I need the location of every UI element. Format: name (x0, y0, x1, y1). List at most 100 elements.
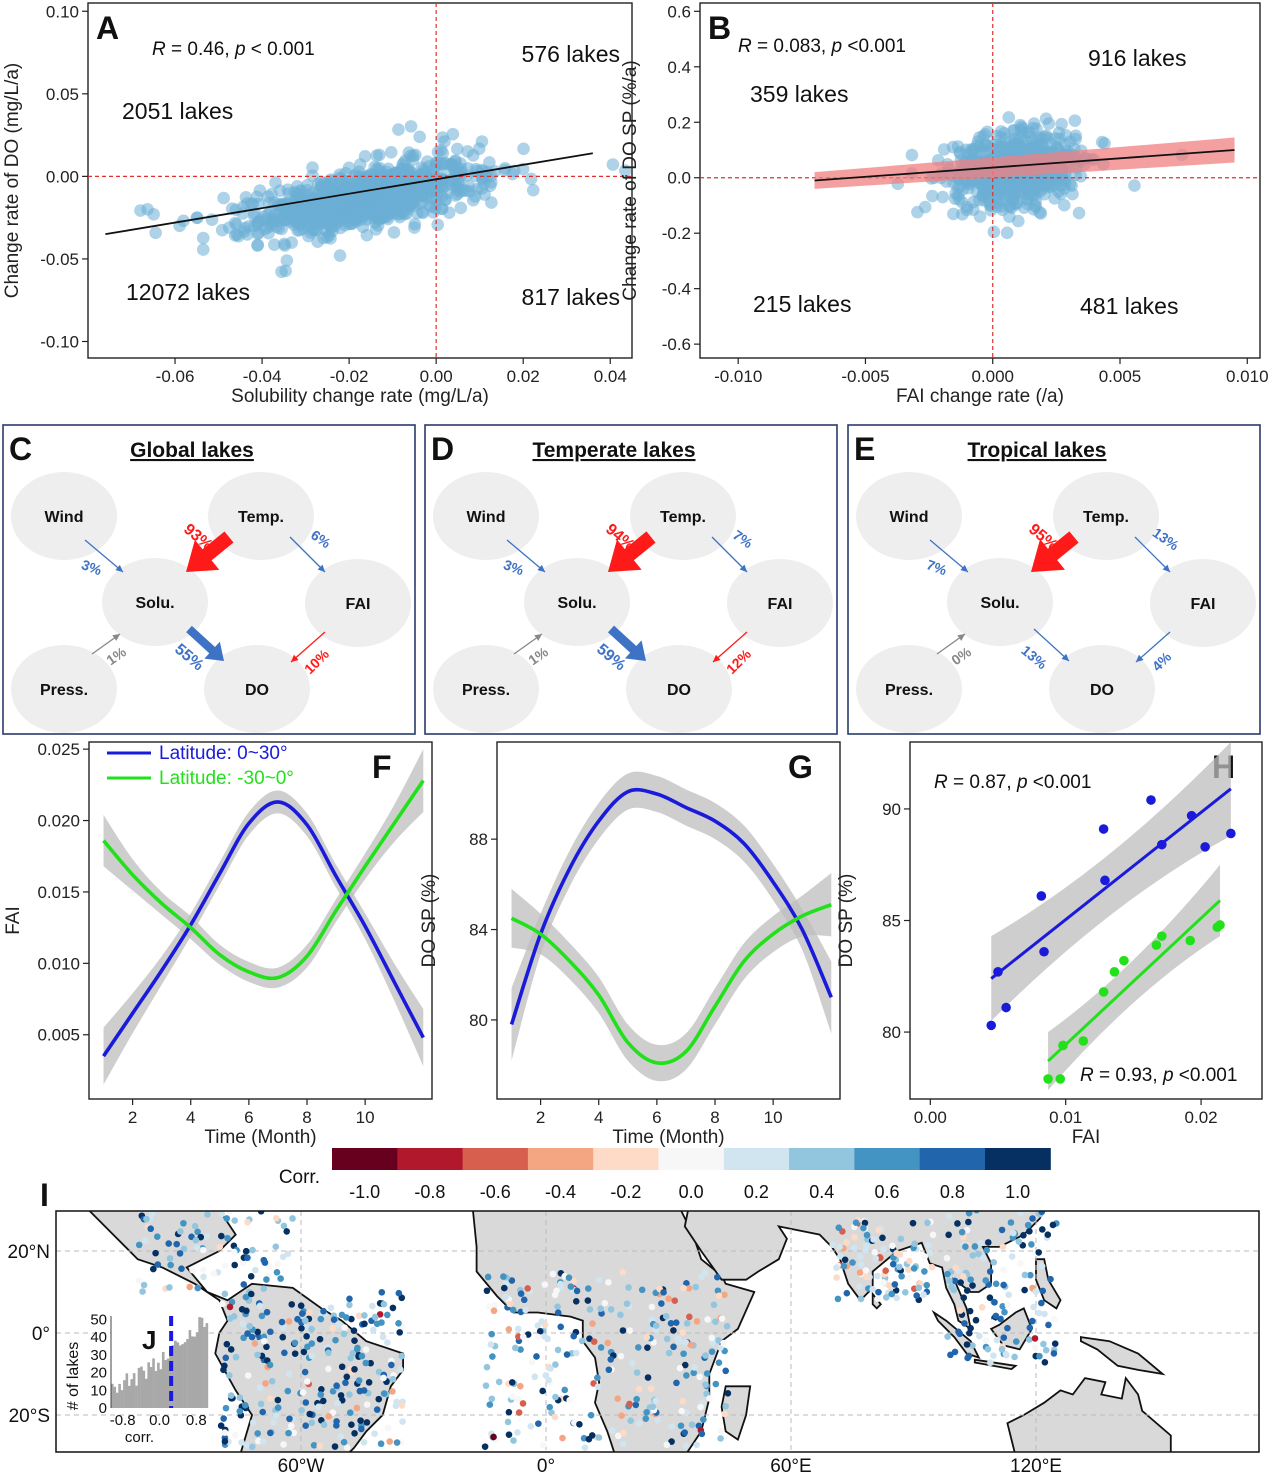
lake-dot (358, 1425, 365, 1433)
lake-dot (581, 1444, 589, 1451)
lake-dot (389, 1388, 396, 1395)
lake-dot (626, 1400, 633, 1408)
lake-dot (626, 1327, 634, 1334)
lake-dot (1032, 1288, 1040, 1295)
histogram-bar (132, 1373, 136, 1408)
stat-r-symbol: R (1080, 1065, 1094, 1086)
lake-dot (552, 1361, 559, 1368)
colorbar-label: 1.0 (1005, 1182, 1030, 1202)
lake-dot (618, 1412, 625, 1419)
lake-dot (1035, 1309, 1043, 1317)
lake-dot (483, 1363, 491, 1371)
lake-dot (623, 1300, 631, 1308)
lake-dot (337, 1392, 345, 1399)
lake-dot (332, 1336, 339, 1344)
lake-dot (625, 1284, 632, 1291)
lake-dot (340, 1438, 348, 1446)
lake-dot (266, 1262, 273, 1270)
arrow-label-wind_solu: 3% (79, 556, 104, 578)
data-point (342, 161, 356, 175)
lake-dot (386, 1438, 393, 1445)
lake-dot (1000, 1281, 1007, 1289)
data-point (392, 208, 406, 221)
data-point (408, 217, 422, 231)
lake-dot (644, 1344, 651, 1351)
x-tick-label: 2 (128, 1108, 137, 1127)
lake-dot (268, 1377, 276, 1385)
lake-dot (236, 1394, 244, 1401)
arrow-head-solu_do (1061, 653, 1069, 661)
lake-dot (340, 1330, 348, 1338)
lake-dot (398, 1352, 406, 1360)
data-point (1009, 187, 1022, 201)
lake-dot (167, 1261, 174, 1269)
y-tick-label: 0.005 (37, 1026, 80, 1045)
x-tick-label: 4 (186, 1108, 195, 1127)
lake-dot (255, 1437, 262, 1445)
lake-dot (317, 1315, 325, 1323)
lake-dot (977, 1239, 985, 1247)
lake-dot (999, 1243, 1007, 1251)
lake-dot (1036, 1352, 1043, 1360)
lake-dot (232, 1431, 239, 1439)
data-point (1215, 920, 1225, 930)
lake-dot (590, 1338, 598, 1345)
data-point (451, 142, 464, 156)
stat-r-value: = 0.87, (948, 772, 1017, 793)
x-axis-label: FAI change rate (/a) (896, 386, 1064, 407)
lake-dot (879, 1234, 886, 1242)
data-point (1002, 111, 1016, 124)
lon-label: 60°E (770, 1456, 811, 1477)
land-madagascar (720, 1385, 752, 1442)
lake-dot (992, 1280, 1000, 1288)
lake-dot (1017, 1260, 1024, 1267)
lake-dot (633, 1395, 640, 1403)
x-tick-label: 0.02 (1185, 1108, 1218, 1127)
lake-dot (559, 1434, 566, 1442)
lake-dot (154, 1261, 162, 1268)
lake-dot (270, 1419, 277, 1426)
data-point (606, 158, 620, 171)
inset-y-label: # of lakes (65, 1342, 82, 1410)
lake-dot (993, 1336, 1001, 1344)
lake-dot (221, 1262, 229, 1270)
lake-dot (961, 1320, 968, 1327)
stat-annotation: R = 0.87, p <0.001 (934, 772, 1091, 793)
lake-dot (280, 1441, 287, 1448)
stat-annotation: R = 0.083, p <0.001 (738, 36, 906, 57)
lake-dot (1038, 1299, 1045, 1307)
histogram-bar (188, 1330, 192, 1408)
lake-dot (223, 1340, 231, 1348)
lake-dot (524, 1285, 532, 1292)
lake-dot (875, 1226, 883, 1234)
lake-dot (849, 1259, 856, 1266)
lake-dot (302, 1399, 310, 1406)
data-point (274, 199, 288, 213)
colorbar-cell (332, 1148, 398, 1170)
lake-dot (567, 1283, 575, 1290)
data-point (436, 131, 449, 144)
lake-dot (272, 1412, 280, 1420)
lake-dot (247, 1290, 255, 1298)
y-tick-label: 0.025 (37, 740, 80, 759)
lake-dot (218, 1211, 226, 1218)
lake-dot (586, 1335, 593, 1343)
lake-dot (966, 1307, 974, 1315)
lake-dot (717, 1344, 724, 1352)
lake-dot (490, 1307, 498, 1315)
lake-dot (902, 1288, 909, 1296)
lake-dot (240, 1334, 247, 1342)
lake-dot (396, 1329, 403, 1336)
lake-dot (700, 1416, 707, 1423)
fit-confidence-band (814, 137, 1235, 189)
lake-dot (604, 1339, 612, 1347)
lake-dot (247, 1273, 255, 1280)
lake-dot (509, 1306, 517, 1314)
node-press (11, 645, 117, 733)
lake-dot (605, 1366, 613, 1374)
lake-dot (926, 1249, 934, 1257)
colorbar-cell (854, 1148, 921, 1170)
lake-dot (1021, 1271, 1029, 1279)
x-tick-label: -0.04 (243, 367, 282, 386)
arrow-head-press_solu (112, 634, 120, 641)
